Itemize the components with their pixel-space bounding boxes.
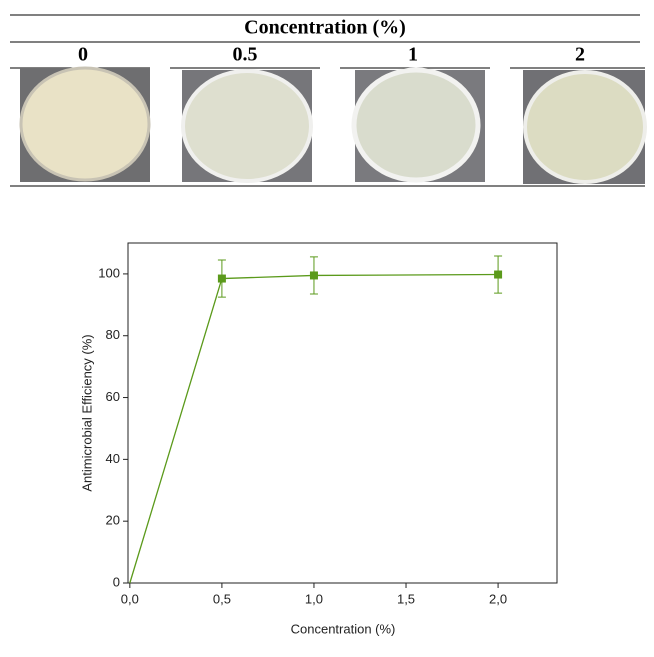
x-tick-label: 0,0 — [121, 591, 139, 606]
page: Concentration (%) 0 0.5 1 2 Concentratio… — [0, 0, 654, 657]
data-line — [130, 275, 498, 583]
petri-dish — [354, 70, 485, 182]
petri-dish — [523, 70, 645, 184]
column-label: 0.5 — [233, 44, 258, 66]
petri-dish — [182, 70, 312, 182]
y-tick-label: 80 — [106, 327, 120, 342]
y-tick-label: 60 — [106, 389, 120, 404]
data-point — [218, 275, 226, 283]
y-tick-label: 0 — [113, 574, 120, 589]
y-tick-label: 40 — [106, 451, 120, 466]
figure: Concentration (%) 0 0.5 1 2 Concentratio… — [0, 0, 654, 657]
x-tick-label: 0,5 — [213, 591, 231, 606]
y-axis-title: Antimicrobial Efficiency (%) — [79, 334, 94, 491]
table-title: Concentration (%) — [244, 17, 406, 39]
plate-table: Concentration (%) 0 0.5 1 2 — [10, 15, 645, 186]
x-tick-label: 2,0 — [489, 591, 507, 606]
column-label: 1 — [408, 44, 418, 66]
column-label: 0 — [78, 44, 88, 66]
y-tick-label: 20 — [106, 513, 120, 528]
plot-frame — [128, 243, 557, 583]
x-tick-label: 1,0 — [305, 591, 323, 606]
data-point — [494, 271, 502, 279]
y-tick-label: 100 — [98, 265, 120, 280]
column-label: 2 — [575, 44, 585, 66]
data-point — [310, 271, 318, 279]
x-tick-label: 1,5 — [397, 591, 415, 606]
petri-dish — [20, 68, 150, 182]
x-axis-title: Concentration (%) — [291, 621, 396, 636]
